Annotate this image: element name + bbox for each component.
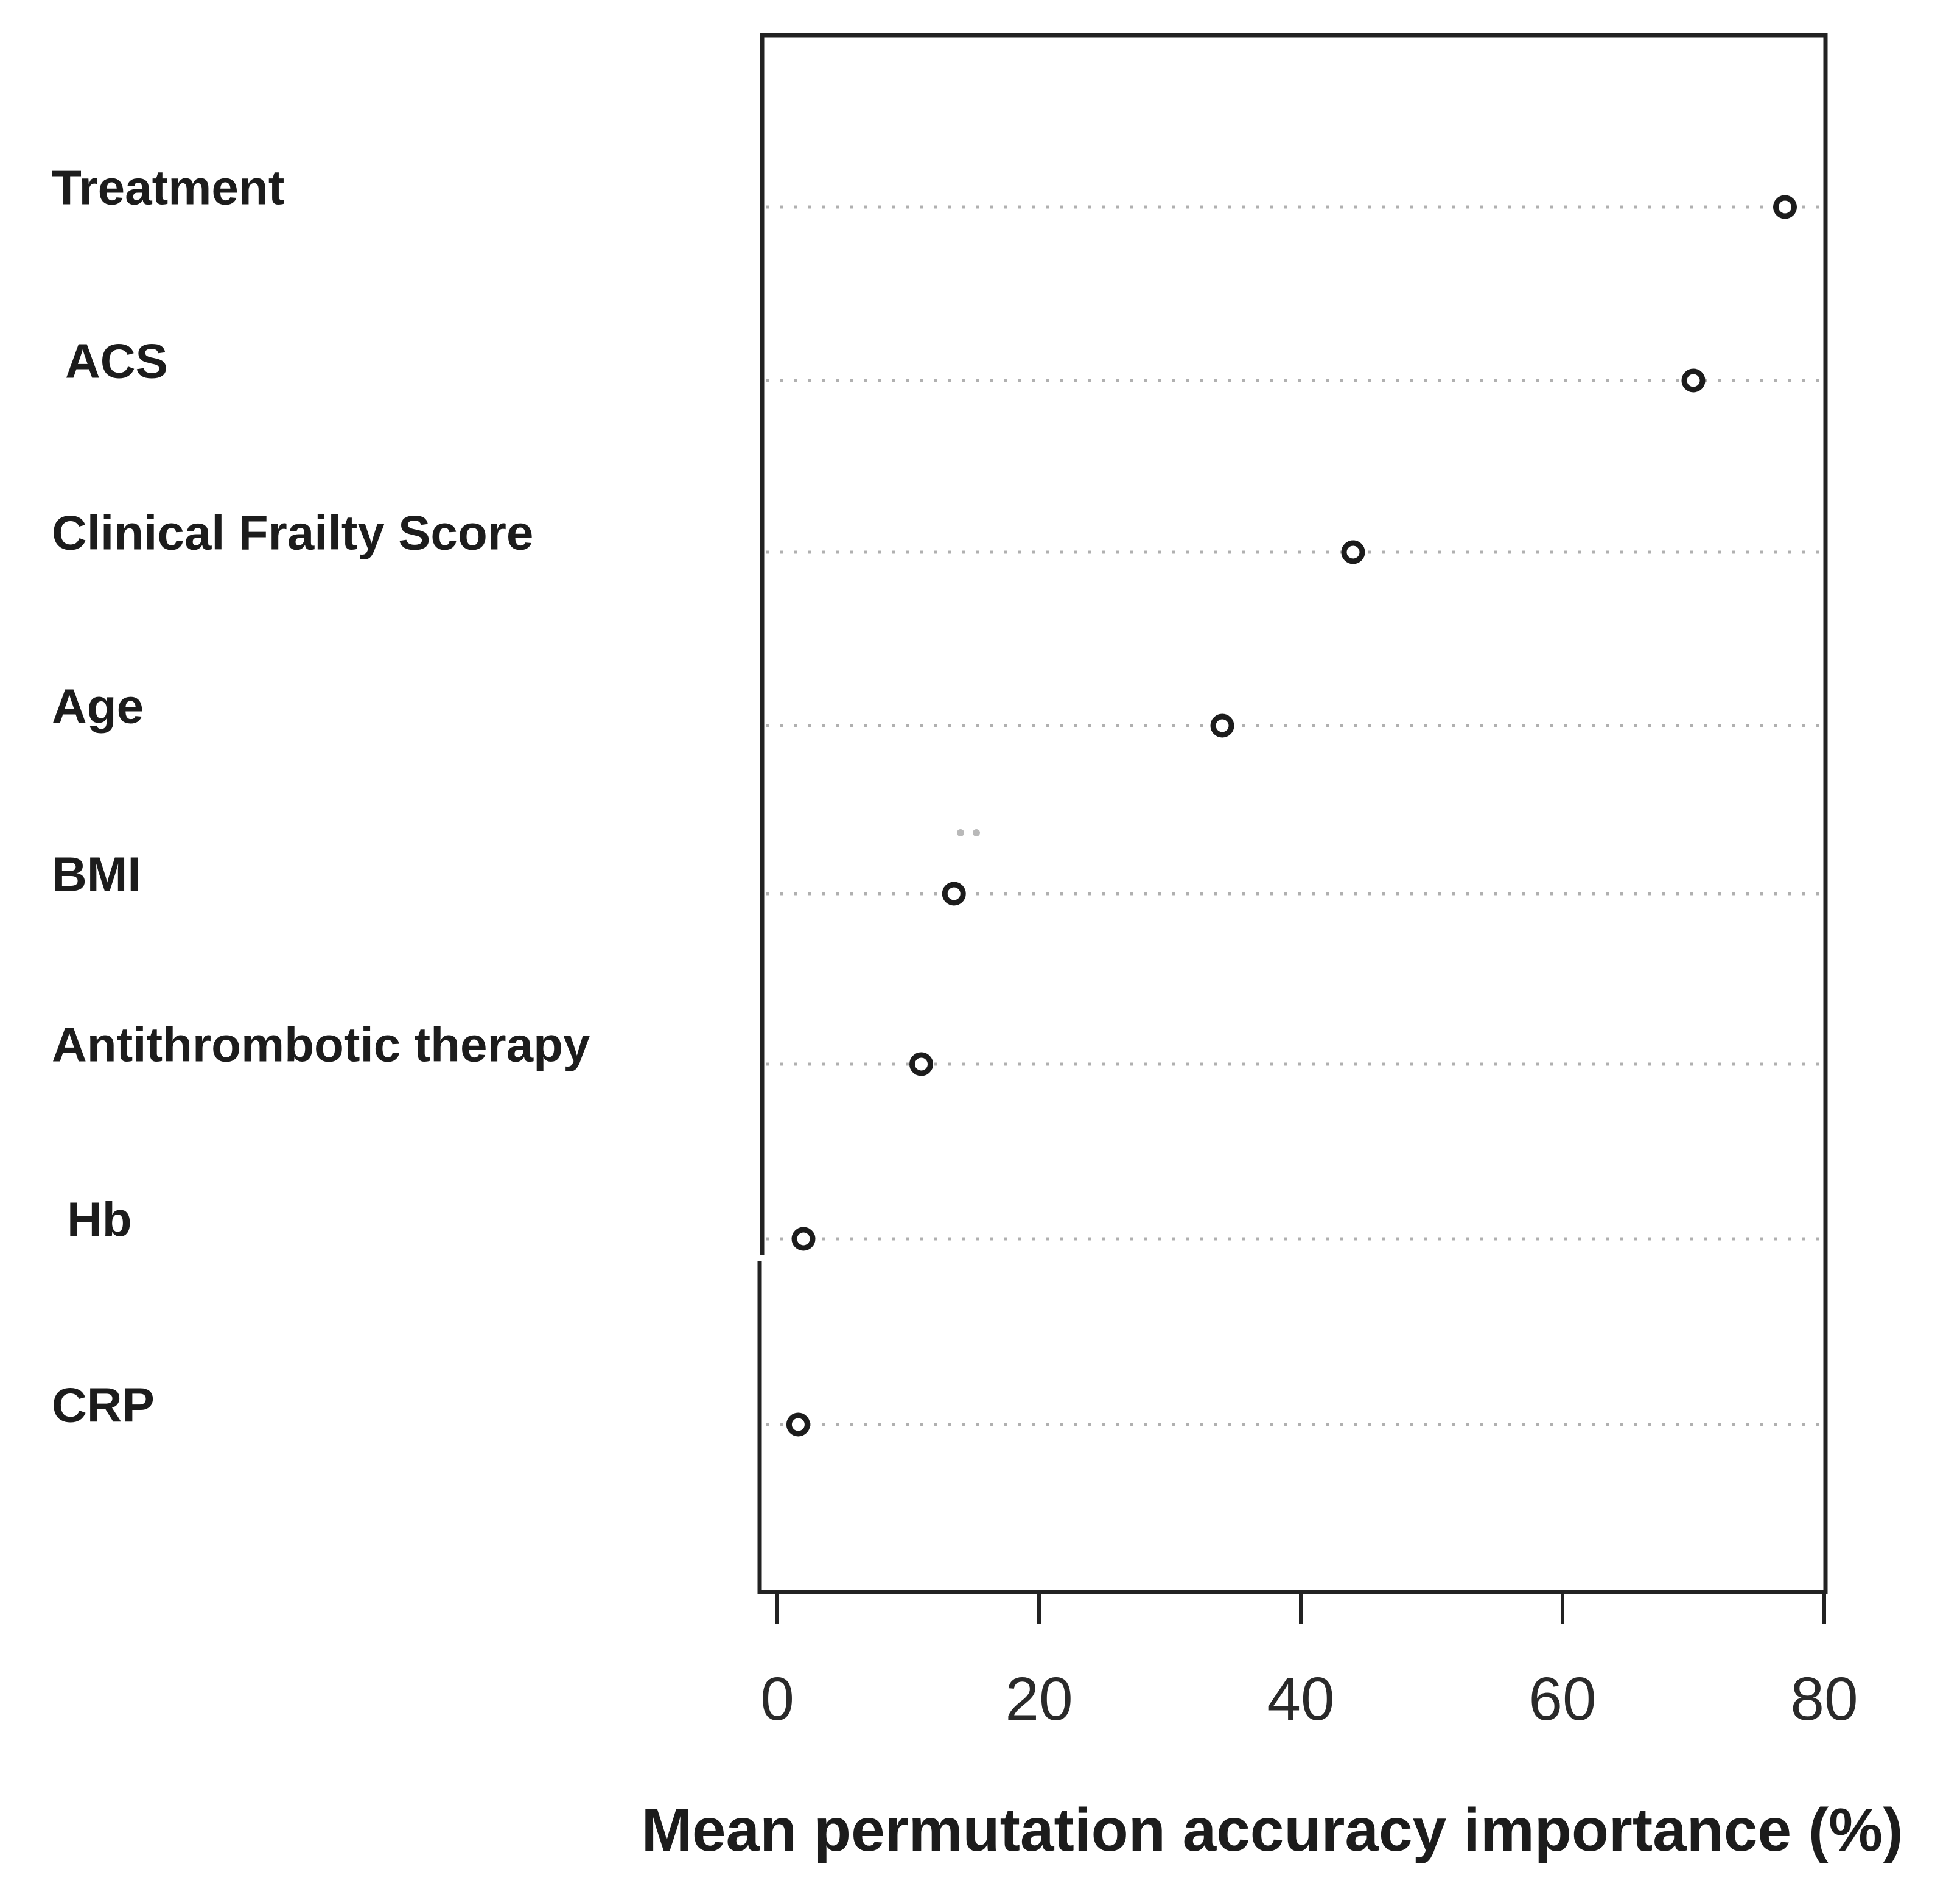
scan-artifacts: [957, 829, 980, 836]
category-label: Clinical Frailty Score: [52, 506, 533, 560]
category-label: ACS: [65, 334, 168, 388]
category-label: Treatment: [52, 161, 284, 215]
category-labels: Treatment ACS Clinical Frailty Score Age BMI…: [52, 161, 590, 1432]
data-point: [791, 1227, 816, 1251]
data-point: [909, 1052, 933, 1076]
x-axis-tick-label: 0: [760, 1665, 794, 1733]
grid-lines: [766, 205, 1821, 1426]
data-point: [942, 882, 966, 906]
data-point: [786, 1412, 810, 1437]
category-label: Hb: [67, 1193, 132, 1247]
x-axis-tick-label: 20: [1005, 1665, 1073, 1733]
x-axis-tick-label: 60: [1528, 1665, 1596, 1733]
x-axis-title: Mean permutation accuracy importance (%): [642, 1796, 1903, 1864]
category-label: Age: [52, 679, 144, 734]
category-label: CRP: [52, 1378, 155, 1432]
data-points: [786, 195, 1797, 1437]
x-axis-tick-label: 80: [1790, 1665, 1858, 1733]
data-point: [1210, 713, 1234, 738]
speckle-artifact: [973, 829, 980, 836]
data-point: [1341, 540, 1365, 564]
category-label: Antithrombotic therapy: [52, 1018, 590, 1072]
x-axis: 0 20 40 60 80: [760, 1592, 1858, 1733]
speckle-artifact: [957, 829, 964, 836]
category-label: BMI: [52, 847, 141, 902]
plot-frame: [757, 33, 1828, 1594]
data-point: [1773, 195, 1797, 219]
data-point: [1681, 368, 1706, 393]
x-axis-tick-label: 40: [1267, 1665, 1334, 1733]
